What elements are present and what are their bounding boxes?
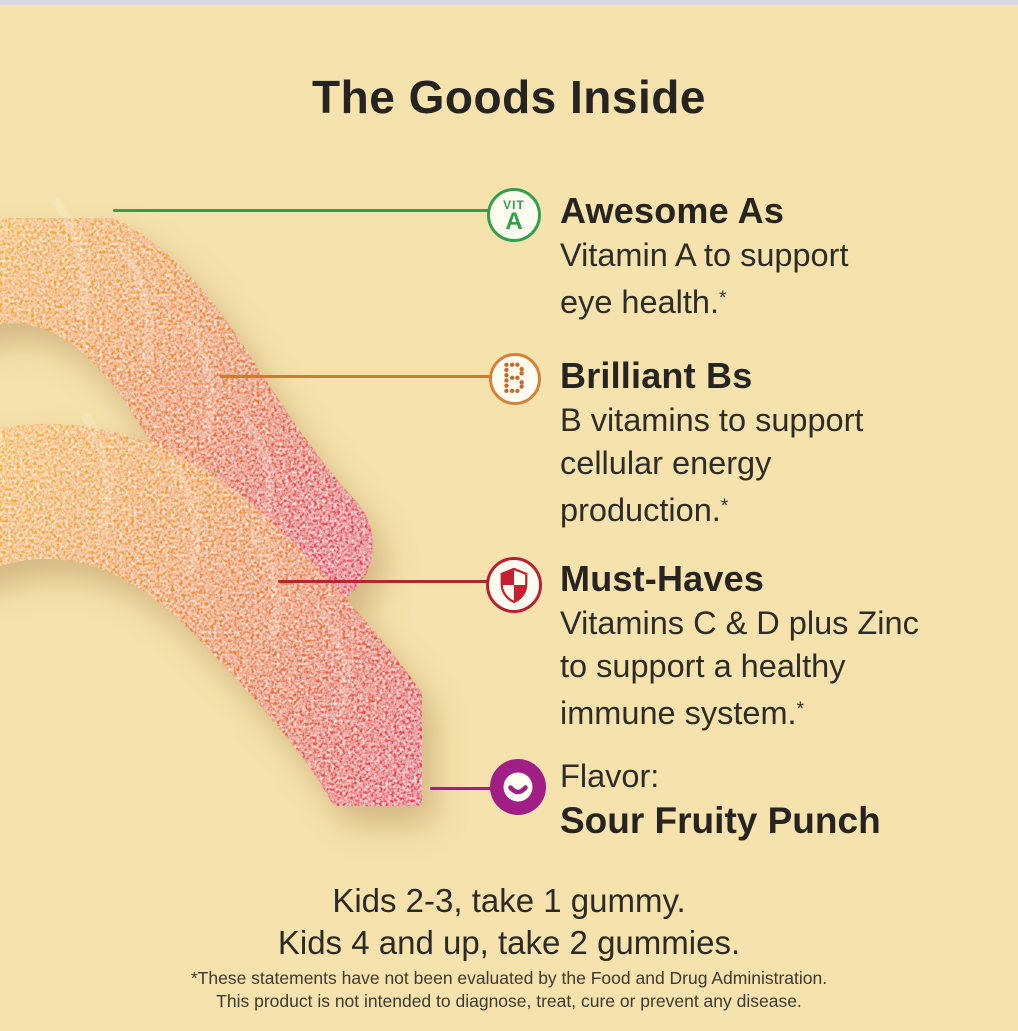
section-heading: Must-Haves xyxy=(560,558,765,599)
dotted-b-glyph xyxy=(504,362,524,394)
smile-glyph xyxy=(490,759,546,815)
fda-disclaimer: *These statements have not been evaluate… xyxy=(0,967,1018,1013)
connector-line-must-haves xyxy=(278,580,489,583)
footnote-marker: * xyxy=(719,288,727,309)
vit-a-badge-letter: A xyxy=(505,207,523,235)
connector-line-flavor xyxy=(430,787,492,790)
gummy-worm-lower xyxy=(0,423,456,833)
flavor-smile-badge-icon xyxy=(488,757,548,817)
dosage-line-1: Kids 2-3, take 1 gummy. xyxy=(332,882,686,919)
shield-badge-icon xyxy=(486,557,542,613)
connector-line-b-vitamins xyxy=(220,375,490,378)
flavor-value: Sour Fruity Punch xyxy=(560,800,881,841)
footnote-marker: * xyxy=(796,699,804,720)
dosage-instructions: Kids 2-3, take 1 gummy. Kids 4 and up, t… xyxy=(0,880,1018,964)
vit-a-badge-icon: VIT A xyxy=(487,188,541,242)
section-description: Vitamins C & D plus Zinc to support a he… xyxy=(560,605,919,731)
section-description: Vitamin A to support eye health.* xyxy=(560,237,849,320)
footnote-marker: * xyxy=(720,496,729,517)
disclaimer-line-1: *These statements have not been evaluate… xyxy=(190,968,828,988)
section-flavor: Flavor: Sour Fruity Punch xyxy=(560,755,1000,844)
dotted-b-badge-icon xyxy=(489,353,541,405)
top-border xyxy=(0,0,1018,5)
section-b-vitamins: Brilliant Bs B vitamins to support cellu… xyxy=(560,355,1000,532)
section-must-haves: Must-Haves Vitamins C & D plus Zinc to s… xyxy=(560,558,1000,735)
section-description: B vitamins to support cellular energy pr… xyxy=(560,402,864,528)
connector-line-vitamin-a xyxy=(113,209,490,212)
flavor-label: Flavor: xyxy=(560,758,660,794)
shield-glyph xyxy=(500,567,528,604)
section-heading: Brilliant Bs xyxy=(560,355,753,396)
dosage-line-2: Kids 4 and up, take 2 gummies. xyxy=(277,924,741,961)
gummy-worm-upper xyxy=(0,193,373,610)
section-heading: Awesome As xyxy=(560,190,785,231)
vit-a-badge-top-label: VIT xyxy=(503,197,525,212)
section-vitamin-a: Awesome As Vitamin A to support eye heal… xyxy=(560,190,1000,324)
page-title: The Goods Inside xyxy=(312,71,706,123)
disclaimer-line-2: This product is not intended to diagnose… xyxy=(216,991,802,1011)
